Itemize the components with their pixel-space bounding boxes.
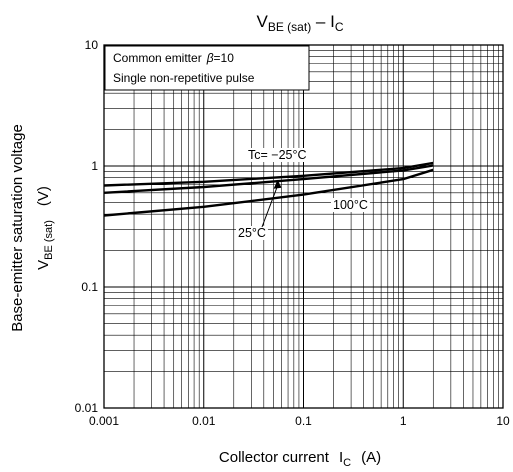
series-line xyxy=(103,164,434,194)
x-tick-label: 1 xyxy=(400,414,407,428)
x-tick-label: 0.001 xyxy=(89,414,119,428)
y-tick-label: 0.1 xyxy=(81,280,98,294)
y-axis-symbol: VBE (sat)(V) xyxy=(35,186,55,270)
y-axis-label: Base-emitter saturation voltage xyxy=(9,124,26,332)
plot-frame xyxy=(103,44,504,409)
series-label-100c: 100°C xyxy=(333,198,368,212)
y-tick-label: 10 xyxy=(85,38,99,52)
series-line xyxy=(103,168,434,217)
grid-lines xyxy=(103,45,503,409)
condition-line-2: Single non-repetitive pulse xyxy=(113,71,255,85)
series-label-25c: 25°C xyxy=(238,226,266,240)
label-arrow-line xyxy=(261,185,279,228)
y-tick-label: 1 xyxy=(91,159,98,173)
label-arrow-head xyxy=(273,179,282,189)
x-tick-label: 10 xyxy=(496,414,510,428)
series-line xyxy=(103,161,434,187)
curves xyxy=(103,161,434,217)
x-tick-label: 0.01 xyxy=(192,414,216,428)
x-tick-label: 0.1 xyxy=(295,414,312,428)
x-axis-label: Collector current IC (A) xyxy=(219,449,381,469)
condition-box: Common emitter β=10 Single non-repetitive… xyxy=(104,45,310,91)
y-tick-label: 0.01 xyxy=(75,401,99,415)
chart-title: VBE (sat) – IC xyxy=(257,12,344,34)
condition-line-1: Common emitter β=10 xyxy=(113,51,234,65)
series-label-tc-minus25: Tc= −25°C xyxy=(248,148,307,162)
